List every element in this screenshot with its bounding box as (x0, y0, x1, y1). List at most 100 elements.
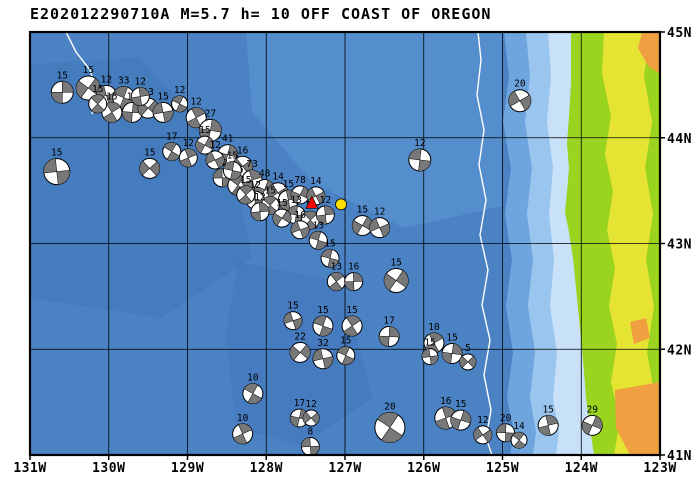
focal-mechanism: 17 (162, 131, 182, 161)
focal-mechanism: 15 (152, 91, 174, 123)
depth-label: 15 (424, 338, 435, 349)
focal-mechanism: 22 (289, 331, 311, 363)
depth-label: 15 (199, 125, 210, 136)
focal-mechanism: 15 (450, 399, 472, 431)
focal-mechanism: 13 (308, 220, 328, 250)
depth-label: 17 (294, 398, 305, 409)
depth-label: 41 (222, 134, 234, 145)
focal-mechanism: 12 (178, 138, 198, 168)
focal-mechanism: 12 (369, 207, 391, 239)
lon-label: 130W (92, 461, 125, 476)
focal-mechanism: 15 (441, 332, 463, 364)
depth-label: 32 (317, 338, 328, 349)
focal-mechanism: 12 (130, 77, 150, 107)
depth-label: 15 (317, 305, 328, 316)
depth-label: 27 (205, 108, 216, 119)
focal-mechanism: 12 (205, 140, 225, 170)
focal-mechanism: 15 (283, 301, 303, 331)
focal-mechanism: 15 (320, 238, 340, 268)
depth-label: 15 (227, 151, 238, 162)
depth-label: 15 (283, 179, 294, 190)
depth-label: 78 (294, 175, 306, 186)
depth-label: 15 (346, 305, 357, 316)
focal-mechanism: 15 (50, 70, 74, 104)
focal-mechanism: 15 (101, 91, 123, 123)
focal-mechanism: 12 (473, 415, 493, 445)
elevation-patch-orange (630, 318, 650, 344)
depth-contour (476, 32, 493, 455)
focal-mechanism: 12 (171, 85, 189, 113)
depth-label: 15 (357, 205, 368, 216)
focal-mechanism: 15 (88, 84, 108, 114)
depth-label: 20 (500, 413, 512, 424)
focal-mechanism: 13 (326, 262, 346, 292)
lon-label: 124W (565, 461, 598, 476)
depth-label: 8 (307, 427, 313, 438)
depth-label: 10 (428, 322, 440, 333)
depth-label: 33 (118, 76, 129, 87)
focal-mechanism: 20 (374, 402, 406, 444)
shallow-ocean-shade (246, 32, 502, 228)
focal-mechanism: 15 (236, 175, 256, 205)
depth-label: 15 (324, 238, 335, 249)
depth-label: 15 (264, 185, 275, 196)
depth-label: 12 (477, 415, 488, 426)
depth-label: 15 (455, 399, 466, 410)
focal-mechanism: 12 (185, 97, 207, 129)
depth-label: 15 (240, 175, 251, 186)
focal-mechanism: 15 (421, 338, 439, 366)
depth-label: 15 (144, 147, 155, 158)
depth-label: 15 (446, 332, 457, 343)
depth-label: 17 (166, 131, 177, 142)
depth-label: 15 (51, 148, 62, 159)
depth-label: 20 (514, 79, 526, 90)
focal-mechanism: 10 (423, 322, 445, 354)
focal-mechanism: 15 (383, 258, 409, 294)
focal-mechanism: 8 (300, 427, 320, 455)
focal-mechanism: 12 (250, 192, 270, 222)
focal-mechanism: 16 (290, 210, 310, 240)
lat-label: 45N (667, 26, 692, 41)
focal-mechanism: 29 (581, 404, 603, 436)
depth-label: 12 (320, 195, 331, 206)
focal-mechanism: 15 (351, 205, 373, 237)
depth-label: 13 (290, 195, 301, 206)
focal-mechanism: 15 (272, 198, 292, 228)
depth-label: 14 (310, 176, 322, 187)
depth-label: 15 (276, 198, 287, 209)
lat-label: 42N (667, 343, 692, 358)
focal-mechanism: 17 (289, 398, 309, 428)
depth-label: 5 (465, 343, 471, 354)
depth-label: 10 (237, 413, 249, 424)
depth-label: 15 (340, 336, 351, 347)
focal-mechanism: 5 (459, 343, 477, 371)
depth-label: 16 (440, 396, 452, 407)
depth-label: 12 (254, 192, 265, 203)
plot-title: E202012290710A M=5.7 h= 10 OFF COAST OF … (30, 5, 491, 23)
depth-label: 12 (101, 74, 112, 85)
depth-label: 17 (383, 316, 394, 327)
focal-mechanism: 15 (336, 336, 356, 366)
depth-label: 10 (247, 373, 259, 384)
depth-label: 22 (294, 331, 305, 342)
depth-label: 15 (92, 84, 103, 95)
focal-mechanism: 16 (344, 262, 364, 292)
focal-mechanism: 15 (75, 65, 101, 101)
depth-label: 16 (294, 210, 306, 221)
elevation-patch-orange (615, 382, 660, 455)
depth-label: 12 (135, 77, 146, 88)
depth-label: 12 (305, 399, 316, 410)
depth-label: 12 (209, 140, 220, 151)
focal-mechanisms-layer: 1515123315161315121227151517124116121573… (43, 65, 603, 455)
depth-label: 29 (587, 404, 599, 415)
focal-mechanism: 15 (222, 151, 242, 181)
event-location-icon (335, 198, 347, 211)
focal-mechanism: 20 (508, 79, 532, 113)
focal-mechanism: 15 (341, 305, 363, 337)
depth-label: 15 (83, 65, 94, 76)
focal-mechanism: 13 (286, 195, 306, 225)
focal-mechanism: 15 (537, 404, 559, 436)
focal-mechanism: 15 (195, 125, 215, 155)
focal-mechanism: 15 (139, 147, 161, 179)
